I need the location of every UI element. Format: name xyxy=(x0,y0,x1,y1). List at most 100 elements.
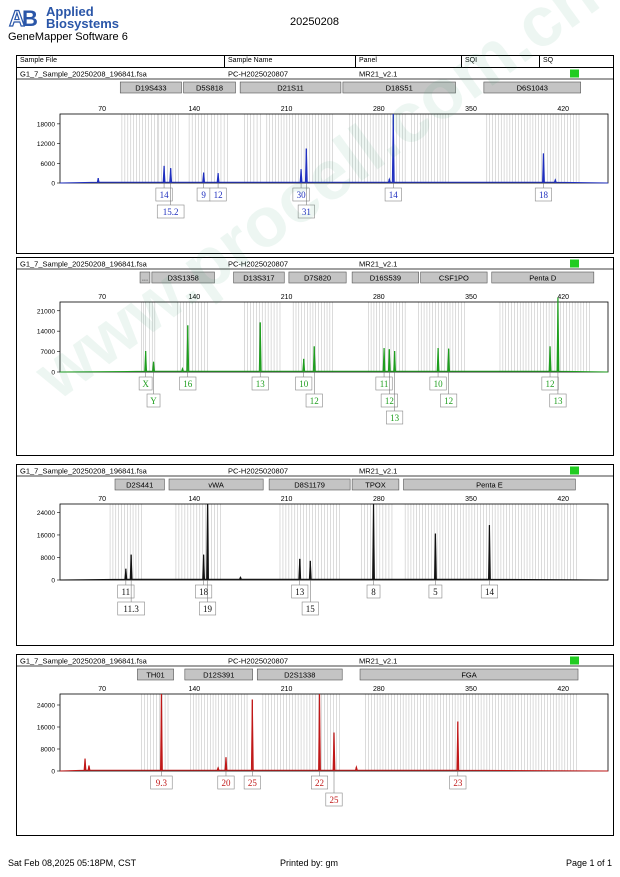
allele-label: 12 xyxy=(310,396,319,406)
y-tick-label: 0 xyxy=(51,578,55,585)
x-tick-label: 280 xyxy=(373,496,385,503)
col-divider xyxy=(539,56,540,67)
signal-trace xyxy=(59,297,609,373)
allele-label: 10 xyxy=(299,379,309,389)
brand-line2: Biosystems xyxy=(46,16,119,31)
allele-label: 11 xyxy=(380,379,389,389)
allele-label: 14 xyxy=(160,190,170,200)
allele-box xyxy=(297,204,315,219)
marker-box xyxy=(483,81,581,94)
applied-biosystems-logo: A B Applied Biosystems xyxy=(8,4,138,44)
marker-label: ... xyxy=(142,274,148,283)
marker-box xyxy=(168,478,264,491)
allele-label: X xyxy=(142,379,149,389)
allele-label: 11.3 xyxy=(123,604,139,614)
allele-label: 14 xyxy=(389,190,399,200)
y-tick-label: 0 xyxy=(51,181,55,188)
brand-line1: Applied xyxy=(46,4,94,19)
electropherogram-panel-red: G1_7_Sample_20250208_196841.fsa PC-H20250… xyxy=(16,654,614,836)
allele-box xyxy=(449,775,467,790)
marker-label: D18S51 xyxy=(386,84,413,93)
electropherogram-red: G1_7_Sample_20250208_196841.fsa PC-H20250… xyxy=(17,656,613,807)
status-indicator xyxy=(570,656,579,665)
x-tick-label: 140 xyxy=(189,106,201,113)
allele-label: 10 xyxy=(434,379,444,389)
panel-label: MR21_v2.1 xyxy=(359,467,397,476)
marker-box xyxy=(183,81,236,94)
x-tick-label: 210 xyxy=(281,496,293,503)
allele-box xyxy=(375,376,393,391)
signal-trace xyxy=(59,113,609,184)
y-tick-label: 0 xyxy=(51,370,55,377)
x-tick-label: 140 xyxy=(189,496,201,503)
y-tick-label: 18000 xyxy=(37,121,55,128)
allele-label: 25 xyxy=(248,778,257,788)
allele-box xyxy=(429,376,447,391)
allele-box xyxy=(292,187,310,202)
marker-box xyxy=(351,478,400,491)
sample-file-label: G1_7_Sample_20250208_196841.fsa xyxy=(20,657,148,666)
sample-name-label: PC-H2025020807 xyxy=(228,657,288,666)
allele-box xyxy=(325,792,343,807)
y-tick-label: 14000 xyxy=(37,329,55,336)
marker-box xyxy=(114,478,165,491)
marker-label: TH01 xyxy=(146,671,164,680)
allele-box xyxy=(386,410,404,425)
y-tick-label: 7000 xyxy=(41,349,56,356)
allele-box xyxy=(440,393,458,408)
y-tick-label: 24000 xyxy=(37,510,55,517)
x-tick-label: 420 xyxy=(557,106,569,113)
marker-box xyxy=(151,271,215,284)
allele-box xyxy=(534,187,552,202)
svg-text:A: A xyxy=(9,6,25,31)
x-tick-label: 140 xyxy=(189,294,201,301)
col-divider xyxy=(224,56,225,67)
page-number: Page 1 of 1 xyxy=(565,858,612,868)
marker-box xyxy=(359,668,579,681)
marker-label: D21S11 xyxy=(277,84,304,93)
x-tick-label: 210 xyxy=(281,106,293,113)
allele-box xyxy=(146,393,161,408)
y-tick-label: 8000 xyxy=(41,555,56,562)
allele-label: 5 xyxy=(433,587,438,597)
marker-box xyxy=(233,271,285,284)
plot-frame xyxy=(59,113,609,184)
panel-label: MR21_v2.1 xyxy=(359,260,397,269)
x-tick-label: 350 xyxy=(465,294,477,301)
allele-box xyxy=(301,601,319,616)
sample-file-label: G1_7_Sample_20250208_196841.fsa xyxy=(20,467,148,476)
allele-box xyxy=(199,601,217,616)
allele-label: 9.3 xyxy=(156,778,168,788)
allele-label: 16 xyxy=(183,379,193,389)
marker-label: D16S539 xyxy=(370,274,401,283)
brand-name: Applied Biosystems xyxy=(46,4,119,31)
allele-label: 15 xyxy=(306,604,316,614)
status-indicator xyxy=(570,259,579,268)
allele-label: 20 xyxy=(221,778,231,788)
y-tick-label: 6000 xyxy=(41,161,56,168)
marker-label: D8S1179 xyxy=(294,481,325,490)
allele-box xyxy=(384,187,402,202)
col-sample-name: Sample Name xyxy=(228,57,273,64)
allele-box xyxy=(150,775,173,790)
allele-box xyxy=(295,376,313,391)
allele-box xyxy=(117,601,145,616)
marker-label: Penta D xyxy=(529,274,557,283)
marker-label: vWA xyxy=(208,481,224,490)
x-tick-label: 420 xyxy=(557,496,569,503)
x-tick-label: 280 xyxy=(373,106,385,113)
svg-text:B: B xyxy=(22,6,38,31)
report-date: 20250208 xyxy=(290,16,339,28)
x-tick-label: 350 xyxy=(465,106,477,113)
allele-label: 13 xyxy=(553,396,563,406)
x-tick-label: 70 xyxy=(98,106,106,113)
marker-label: D13S317 xyxy=(243,274,274,283)
allele-label: 19 xyxy=(203,604,213,614)
marker-label: D2S441 xyxy=(126,481,153,490)
y-tick-label: 21000 xyxy=(37,308,55,315)
marker-box xyxy=(351,271,419,284)
allele-label: 22 xyxy=(315,778,324,788)
marker-box xyxy=(342,81,456,94)
x-tick-label: 350 xyxy=(465,686,477,693)
sample-file-label: G1_7_Sample_20250208_196841.fsa xyxy=(20,260,148,269)
